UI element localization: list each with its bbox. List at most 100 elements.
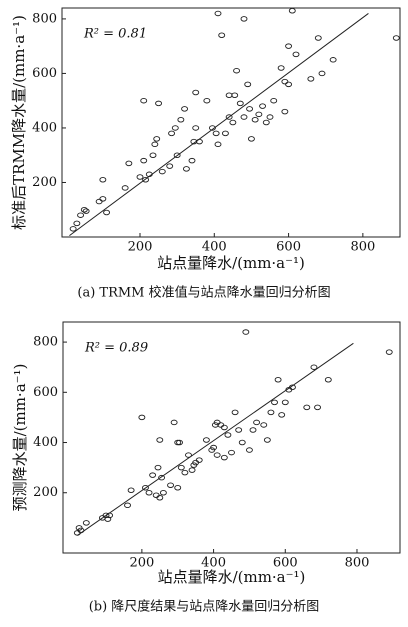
- point: [202, 437, 210, 443]
- point: [138, 414, 146, 421]
- point: [274, 377, 282, 383]
- x-tick-label: 800: [350, 240, 375, 255]
- point: [259, 103, 267, 109]
- point: [127, 487, 135, 493]
- point: [236, 100, 244, 107]
- point: [285, 81, 293, 88]
- point: [229, 119, 237, 126]
- y-tick-label: 400: [33, 435, 58, 450]
- x-tick-label: 800: [345, 556, 370, 571]
- point: [188, 467, 196, 473]
- point: [281, 399, 289, 406]
- point: [174, 484, 182, 491]
- point: [168, 130, 176, 137]
- point: [288, 7, 296, 14]
- x-axis-label: 站点量降水/(mm·a⁻¹): [158, 568, 306, 586]
- y-tick-label: 400: [32, 120, 57, 135]
- point: [82, 208, 90, 214]
- point: [212, 130, 220, 137]
- point: [203, 97, 211, 104]
- point: [151, 141, 159, 148]
- point: [318, 70, 326, 77]
- point: [177, 464, 185, 471]
- point: [267, 409, 275, 416]
- annotation: R² = 0.89: [84, 341, 148, 356]
- point: [270, 97, 278, 104]
- point: [231, 92, 239, 98]
- point: [156, 495, 164, 501]
- point: [103, 209, 111, 216]
- point: [181, 106, 189, 112]
- y-axis-label: 预测降水量/(mm·a⁻¹): [11, 364, 29, 512]
- point: [174, 439, 182, 446]
- point: [210, 444, 218, 451]
- point: [221, 130, 229, 137]
- point: [136, 174, 144, 180]
- point: [247, 136, 255, 142]
- point: [140, 97, 148, 104]
- point: [69, 226, 77, 232]
- point: [182, 166, 190, 172]
- point: [192, 125, 200, 131]
- x-tick-label: 600: [276, 240, 301, 255]
- point: [251, 117, 259, 123]
- point: [167, 482, 175, 488]
- point: [220, 454, 228, 461]
- point: [149, 152, 157, 158]
- point: [220, 424, 228, 431]
- point: [80, 206, 88, 213]
- point: [170, 419, 178, 426]
- point: [225, 92, 233, 98]
- point: [224, 432, 232, 438]
- point: [158, 474, 166, 481]
- point: [195, 457, 203, 463]
- point: [158, 168, 166, 175]
- point: [281, 108, 289, 115]
- point: [292, 51, 300, 58]
- point: [154, 464, 162, 471]
- point: [149, 472, 157, 478]
- point: [255, 111, 263, 118]
- point: [240, 16, 248, 22]
- point: [238, 439, 246, 446]
- point: [225, 114, 233, 120]
- point: [314, 35, 322, 41]
- point: [95, 198, 103, 205]
- y-axis-label: 标准后TRMM降水量/(mm·a⁻¹): [10, 15, 28, 230]
- point: [166, 163, 174, 169]
- point: [102, 512, 110, 519]
- point: [260, 422, 268, 428]
- y-tick-label: 600: [32, 66, 57, 81]
- point: [324, 377, 332, 383]
- point: [271, 399, 278, 406]
- point: [303, 404, 311, 411]
- point: [142, 176, 150, 183]
- point: [177, 117, 185, 123]
- point: [245, 447, 253, 453]
- point: [73, 220, 81, 227]
- point: [124, 502, 131, 509]
- y-tick-label: 800: [33, 335, 58, 350]
- point: [82, 520, 90, 526]
- point: [385, 349, 393, 355]
- point: [253, 419, 261, 426]
- point: [233, 67, 241, 74]
- point: [121, 185, 129, 191]
- point: [218, 32, 226, 39]
- point: [192, 89, 200, 96]
- point: [307, 76, 315, 82]
- point: [145, 489, 153, 496]
- point: [99, 196, 107, 202]
- point: [214, 141, 222, 148]
- point: [249, 427, 257, 433]
- plot-frame: [62, 321, 401, 554]
- point: [208, 125, 216, 131]
- caption: (a) TRMM 校准值与站点降水量回归分析图: [77, 285, 330, 301]
- plot-frame: [61, 7, 401, 238]
- point: [278, 412, 286, 418]
- point: [244, 81, 252, 88]
- fit-line: [69, 13, 369, 237]
- point: [242, 329, 250, 335]
- point: [155, 100, 163, 107]
